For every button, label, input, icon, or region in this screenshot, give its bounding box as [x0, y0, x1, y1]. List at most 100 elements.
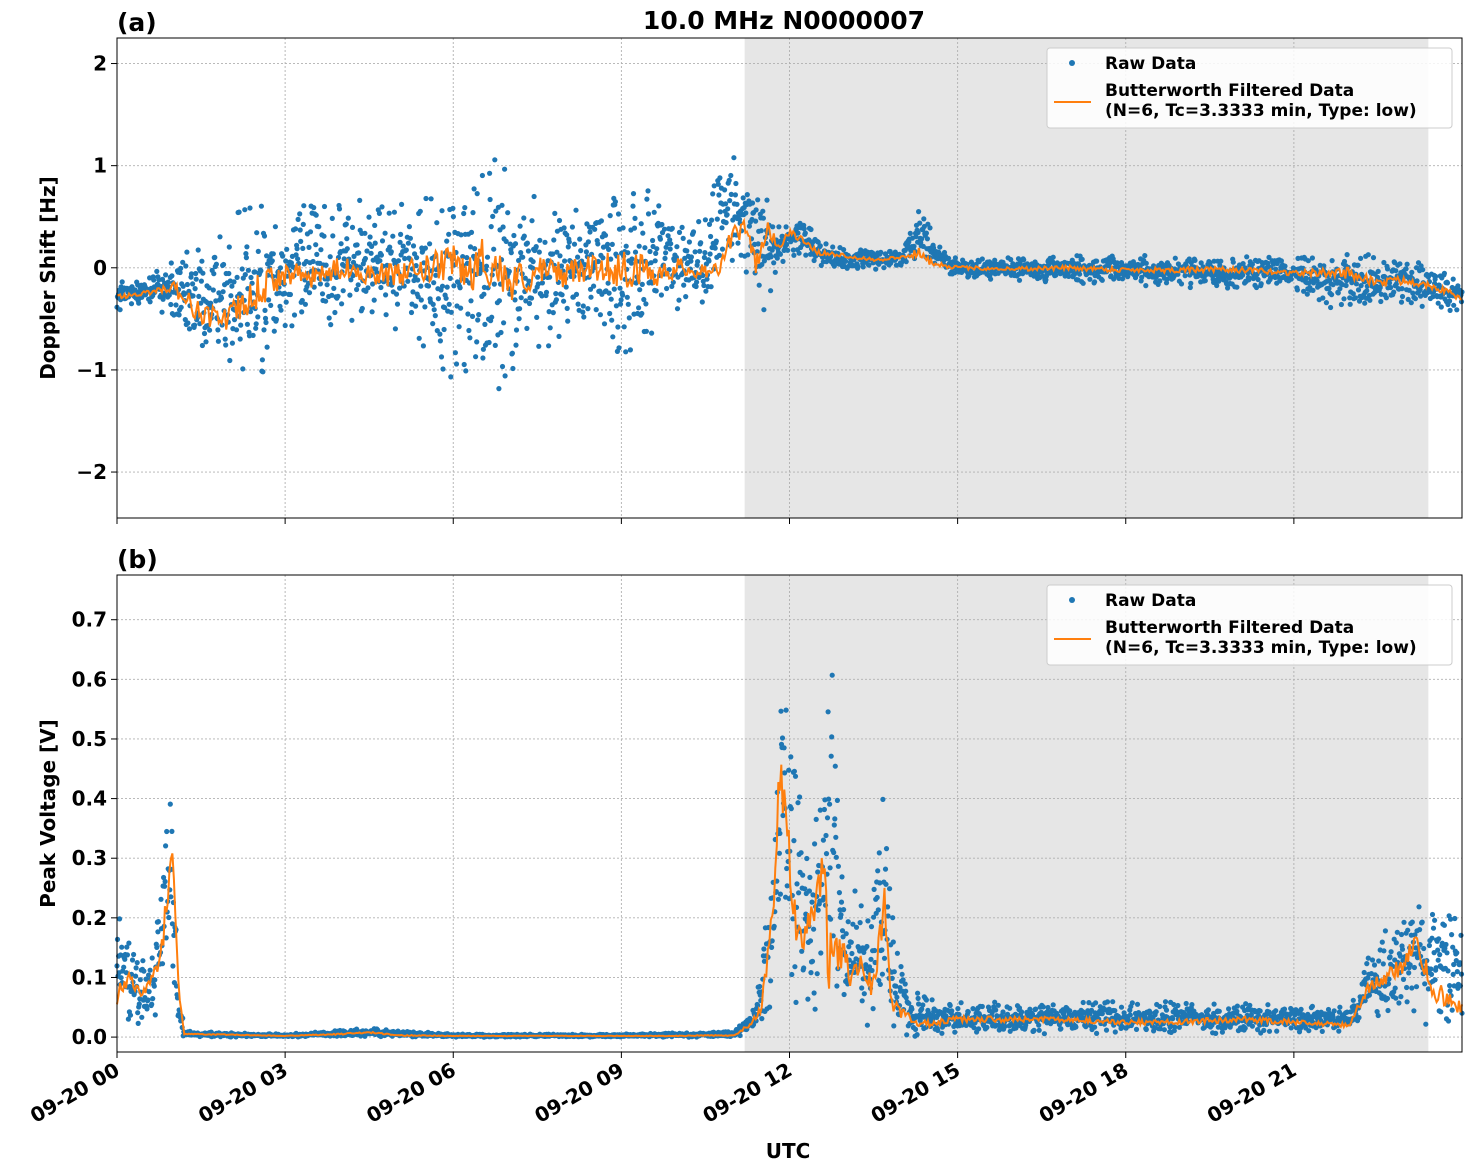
- raw-data-point: [159, 961, 166, 967]
- raw-data-point: [188, 271, 195, 277]
- raw-data-point: [625, 301, 631, 307]
- raw-data-point: [1103, 1027, 1110, 1033]
- raw-data-point: [417, 208, 423, 214]
- raw-data-point: [805, 996, 811, 1002]
- raw-data-point: [779, 233, 786, 239]
- raw-data-point: [530, 259, 536, 265]
- raw-data-point: [566, 239, 572, 245]
- raw-data-point: [1310, 287, 1316, 293]
- raw-data-point: [1033, 1006, 1039, 1012]
- raw-data-point: [1408, 300, 1414, 306]
- raw-data-point: [427, 241, 433, 247]
- raw-data-point: [354, 242, 360, 248]
- raw-data-point: [335, 293, 341, 299]
- raw-data-point: [791, 252, 797, 258]
- raw-data-point: [463, 368, 469, 374]
- raw-data-point: [753, 218, 759, 224]
- raw-data-point: [1281, 1006, 1288, 1012]
- raw-data-point: [413, 263, 419, 269]
- raw-data-point: [513, 327, 520, 333]
- raw-data-point: [606, 290, 612, 296]
- raw-data-point: [150, 996, 156, 1002]
- raw-data-point: [208, 300, 214, 306]
- raw-data-point: [457, 285, 463, 291]
- raw-data-point: [222, 336, 228, 342]
- raw-data-point: [828, 916, 834, 922]
- raw-data-point: [430, 301, 436, 307]
- raw-data-point: [890, 915, 896, 921]
- raw-data-point: [1450, 276, 1456, 282]
- raw-data-point: [630, 203, 636, 209]
- raw-data-point: [887, 886, 893, 892]
- raw-data-point: [394, 301, 401, 307]
- raw-data-point: [559, 292, 565, 298]
- raw-data-point: [442, 304, 448, 311]
- raw-data-point: [387, 244, 393, 250]
- y-tick-label: 2: [93, 52, 107, 76]
- raw-data-point: [829, 672, 835, 678]
- raw-data-point: [1187, 284, 1193, 291]
- raw-data-point: [362, 230, 368, 236]
- raw-data-point: [911, 243, 917, 249]
- raw-data-point: [550, 310, 556, 316]
- raw-data-point: [610, 334, 616, 340]
- raw-data-point: [190, 293, 196, 299]
- raw-data-point: [139, 1014, 145, 1020]
- raw-data-point: [929, 997, 935, 1003]
- raw-data-point: [177, 269, 183, 276]
- raw-data-point: [1211, 1001, 1217, 1007]
- raw-data-point: [528, 295, 535, 301]
- raw-data-point: [699, 299, 705, 305]
- raw-data-point: [1323, 300, 1329, 306]
- raw-data-point: [231, 279, 237, 285]
- raw-data-point: [670, 279, 676, 285]
- raw-data-point: [1112, 1029, 1118, 1035]
- raw-data-point: [1398, 299, 1405, 305]
- raw-data-point: [1094, 258, 1100, 264]
- raw-data-point: [868, 924, 875, 930]
- raw-data-point: [841, 247, 847, 253]
- raw-data-point: [386, 210, 392, 216]
- raw-data-point: [1242, 1025, 1248, 1031]
- raw-data-point: [448, 374, 454, 380]
- raw-data-point: [302, 301, 308, 307]
- raw-data-point: [883, 846, 890, 852]
- raw-data-point: [357, 197, 363, 203]
- raw-data-point: [684, 248, 690, 254]
- raw-data-point: [211, 271, 217, 277]
- raw-data-point: [117, 916, 123, 922]
- raw-data-point: [166, 292, 172, 298]
- raw-data-point: [904, 1032, 910, 1038]
- raw-data-point: [772, 269, 778, 275]
- raw-data-point: [836, 890, 843, 896]
- raw-data-point: [152, 1012, 158, 1018]
- raw-data-point: [474, 339, 480, 345]
- raw-data-point: [347, 292, 353, 298]
- raw-data-point: [855, 263, 861, 269]
- raw-data-point: [169, 273, 175, 279]
- raw-data-point: [414, 255, 420, 261]
- raw-data-point: [461, 210, 467, 217]
- raw-data-point: [608, 296, 614, 302]
- raw-data-point: [556, 217, 563, 224]
- raw-data-point: [129, 957, 136, 963]
- raw-data-point: [821, 806, 828, 813]
- legend-raw-label: Raw Data: [1105, 54, 1196, 74]
- raw-data-point: [894, 950, 901, 956]
- raw-data-point: [931, 245, 937, 251]
- raw-data-point: [1255, 276, 1261, 283]
- raw-data-point: [909, 1006, 915, 1012]
- raw-data-point: [192, 286, 198, 292]
- raw-data-point: [807, 874, 813, 881]
- raw-data-point: [617, 301, 624, 307]
- raw-data-point: [512, 297, 518, 303]
- raw-data-point: [801, 965, 807, 971]
- raw-data-point: [852, 888, 858, 894]
- raw-data-point: [709, 217, 715, 223]
- raw-data-point: [648, 260, 654, 266]
- raw-data-point: [1234, 1008, 1240, 1014]
- raw-data-point: [1454, 307, 1460, 313]
- raw-data-point: [865, 918, 871, 924]
- raw-data-point: [669, 225, 675, 231]
- raw-data-point: [479, 172, 485, 179]
